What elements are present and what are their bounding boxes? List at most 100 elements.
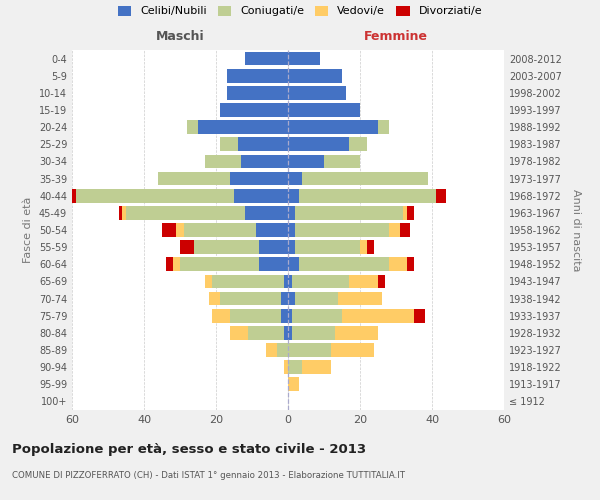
Bar [288,52,320,66]
Bar [299,189,436,202]
Bar [288,360,302,374]
Bar [288,223,295,237]
Bar [277,343,288,357]
Bar [403,206,407,220]
Bar [248,326,284,340]
Bar [230,326,248,340]
Bar [180,240,194,254]
Bar [205,154,241,168]
Bar [331,343,374,357]
Text: Maschi: Maschi [155,30,205,43]
Bar [295,206,403,220]
Bar [230,172,288,185]
Text: Femmine: Femmine [364,30,428,43]
Bar [76,189,234,202]
Bar [220,103,288,117]
Bar [338,292,382,306]
Bar [288,206,295,220]
Bar [209,292,220,306]
Bar [212,274,284,288]
Bar [119,206,122,220]
Bar [176,223,184,237]
Bar [349,274,378,288]
Bar [288,258,299,271]
Bar [166,258,173,271]
Bar [194,240,259,254]
Bar [324,154,360,168]
Bar [184,223,256,237]
Bar [400,223,410,237]
Bar [256,223,288,237]
Bar [187,120,198,134]
Bar [295,292,338,306]
Bar [295,240,360,254]
Bar [180,258,259,271]
Bar [407,206,414,220]
Bar [288,69,342,82]
Bar [360,240,367,254]
Bar [288,274,292,288]
Bar [234,189,288,202]
Bar [238,138,288,151]
Text: COMUNE DI PIZZOFERRATO (CH) - Dati ISTAT 1° gennaio 2013 - Elaborazione TUTTITAL: COMUNE DI PIZZOFERRATO (CH) - Dati ISTAT… [12,471,405,480]
Text: Popolazione per età, sesso e stato civile - 2013: Popolazione per età, sesso e stato civil… [12,442,366,456]
Y-axis label: Anni di nascita: Anni di nascita [571,188,581,271]
Bar [288,120,378,134]
Bar [295,223,389,237]
Bar [284,274,288,288]
Bar [302,172,428,185]
Bar [288,86,346,100]
Bar [407,258,414,271]
Bar [230,309,281,322]
Bar [342,309,414,322]
Bar [241,154,288,168]
Bar [288,343,331,357]
Legend: Celibi/Nubili, Coniugati/e, Vedovi/e, Divorziati/e: Celibi/Nubili, Coniugati/e, Vedovi/e, Di… [118,6,482,16]
Bar [245,206,288,220]
Bar [288,189,299,202]
Bar [205,274,212,288]
Y-axis label: Fasce di età: Fasce di età [23,197,33,263]
Bar [245,52,288,66]
Bar [302,360,331,374]
Bar [349,138,367,151]
Bar [284,326,288,340]
Bar [284,360,288,374]
Bar [288,103,360,117]
Bar [288,378,299,391]
Bar [220,292,281,306]
Bar [281,309,288,322]
Bar [220,138,238,151]
Bar [288,172,302,185]
Bar [126,206,245,220]
Bar [288,326,292,340]
Bar [212,309,230,322]
Bar [288,309,292,322]
Bar [259,240,288,254]
Bar [292,274,349,288]
Bar [367,240,374,254]
Bar [122,206,126,220]
Bar [281,292,288,306]
Bar [288,292,295,306]
Bar [335,326,378,340]
Bar [173,258,180,271]
Bar [198,120,288,134]
Bar [292,309,342,322]
Bar [299,258,389,271]
Bar [266,343,277,357]
Bar [288,240,295,254]
Bar [68,189,76,202]
Bar [414,309,425,322]
Bar [288,154,324,168]
Bar [288,138,349,151]
Bar [389,258,407,271]
Bar [378,274,385,288]
Bar [292,326,335,340]
Bar [259,258,288,271]
Bar [227,86,288,100]
Bar [436,189,446,202]
Bar [389,223,400,237]
Bar [378,120,389,134]
Bar [158,172,230,185]
